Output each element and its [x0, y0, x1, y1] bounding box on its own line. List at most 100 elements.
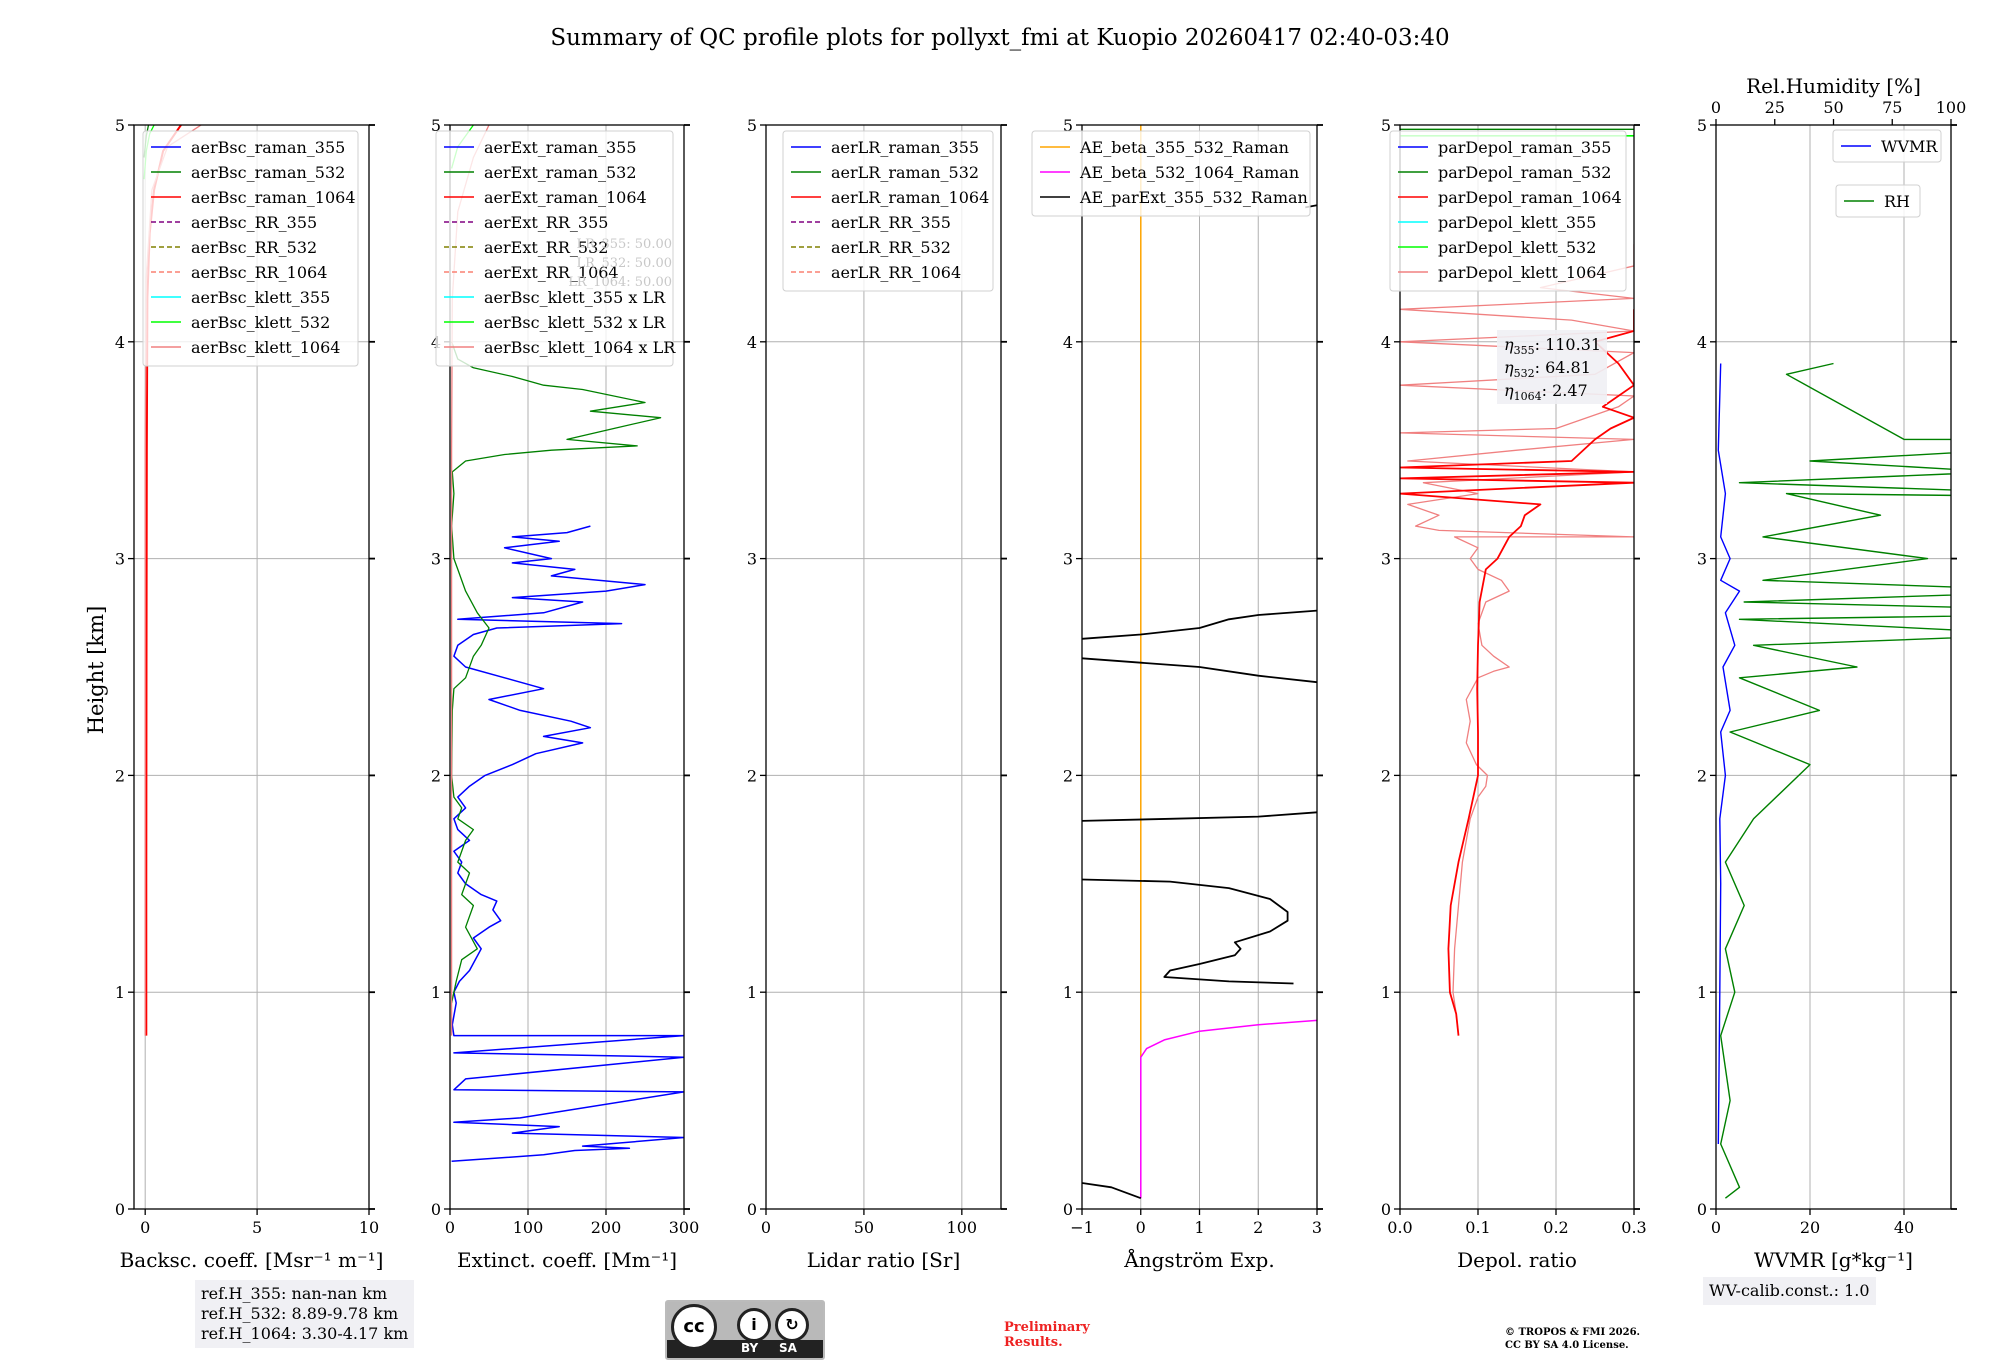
legend-label: AE_beta_355_532_Raman — [1079, 138, 1289, 157]
legend-box — [1031, 130, 1311, 217]
x-axis-label: Backsc. coeff. [Msr⁻¹ m⁻¹] — [120, 1248, 384, 1272]
y-tick-label: 2 — [1381, 766, 1391, 785]
eta-value: η532: 64.81 — [1504, 358, 1591, 380]
x-tick-label: 0 — [140, 1218, 150, 1237]
legend-label: parDepol_klett_355 — [1438, 213, 1596, 232]
legend-label: parDepol_klett_1064 — [1438, 263, 1607, 282]
legend-label: aerBsc_klett_355 — [191, 288, 330, 307]
legend-label: aerBsc_klett_532 — [191, 313, 330, 332]
y-tick-label: 0 — [1697, 1200, 1707, 1219]
cc-by-label: BY — [741, 1341, 759, 1355]
legend-label: parDepol_klett_532 — [1438, 238, 1596, 257]
legend-label: aerBsc_raman_532 — [191, 163, 345, 182]
x-axis-label: Ångström Exp. — [1123, 1247, 1274, 1272]
legend-label: aerLR_RR_355 — [831, 213, 951, 232]
legend: aerLR_raman_355 aerLR_raman_532 aerLR_rama… — [782, 130, 994, 292]
x-tick-label: 0.0 — [1387, 1218, 1412, 1237]
x-axis-label: Extinct. coeff. [Mm⁻¹] — [457, 1248, 677, 1272]
legend-label: aerLR_RR_532 — [831, 238, 951, 257]
preliminary-note: Preliminary Results. — [1004, 1320, 1090, 1350]
y-tick-label: 5 — [115, 116, 125, 135]
eta-value: η355: 110.31 — [1504, 335, 1601, 357]
x-tick-label: 0.3 — [1621, 1218, 1646, 1237]
top-x-tick-label: 100 — [1936, 98, 1967, 117]
legend: aerExt_raman_355 aerExt_raman_532 aerExt_r… — [435, 130, 676, 367]
y-tick-label: 5 — [1697, 116, 1707, 135]
y-tick-label: 3 — [1697, 550, 1707, 569]
legend-label: parDepol_raman_1064 — [1438, 188, 1622, 207]
axes-frame — [1715, 124, 1952, 1210]
legend-box — [1835, 184, 1921, 218]
panel-extinction: 0123450100200300Extinct. coeff. [Mm⁻¹]ae… — [431, 116, 699, 1272]
y-tick-label: 1 — [747, 983, 757, 1002]
axes-frame — [449, 124, 685, 1210]
legend: aerBsc_raman_355 aerBsc_raman_532 aerBsc_r… — [142, 130, 359, 367]
x-tick-label: 10 — [359, 1218, 379, 1237]
x-axis-label: Depol. ratio — [1457, 1248, 1577, 1272]
copyright-note: © TROPOS & FMI 2026. CC BY SA 4.0 Licens… — [1505, 1326, 1640, 1352]
preliminary-line-1: Preliminary — [1004, 1320, 1090, 1335]
y-tick-label: 4 — [1381, 333, 1391, 352]
x-tick-label: 100 — [947, 1218, 978, 1237]
series-line-ae-parext-355-532-raman-b — [1082, 878, 1294, 985]
series-line-ae-parext-355-532-raman-e — [1082, 609, 1317, 640]
y-tick-label: 2 — [747, 766, 757, 785]
series-group — [1082, 125, 1317, 1200]
series-line-ae-parext-355-532-raman-d — [1082, 657, 1317, 684]
legend-label: aerBsc_raman_355 — [191, 138, 345, 157]
lidar-ratio-note: LR_1064: 50.00 — [568, 275, 672, 290]
series-line-pardepol-raman-1064 — [1400, 309, 1634, 1036]
y-tick-label: 1 — [1063, 983, 1073, 1002]
series-line-pardepol-klett-1064 — [1400, 244, 1634, 1036]
y-tick-label: 1 — [1381, 983, 1391, 1002]
legend-label: aerBsc_klett_355 x LR — [484, 288, 666, 307]
legend-label: aerLR_raman_355 — [831, 138, 979, 157]
y-tick-label: 3 — [1063, 550, 1073, 569]
y-tick-label: 0 — [747, 1200, 757, 1219]
x-axis-label: Lidar ratio [Sr] — [807, 1248, 961, 1272]
series-line-aerbsc-klett-532-x-lr — [450, 341, 662, 1004]
y-tick-label: 1 — [1697, 983, 1707, 1002]
y-tick-label: 2 — [431, 766, 441, 785]
series-line-aerext-raman-355 — [451, 525, 684, 1163]
series-group — [1717, 362, 1951, 1199]
legend-label: aerBsc_klett_532 x LR — [484, 313, 666, 332]
y-tick-label: 5 — [747, 116, 757, 135]
y-tick-label: 4 — [747, 333, 757, 352]
top-x-tick-label: 25 — [1765, 98, 1785, 117]
legend-box — [435, 130, 674, 367]
x-tick-label: 0 — [445, 1218, 455, 1237]
legend-label: aerExt_RR_532 — [484, 238, 608, 257]
legend-label: aerLR_raman_1064 — [831, 188, 989, 207]
legend-label: aerBsc_RR_355 — [191, 213, 317, 232]
x-tick-label: 2 — [1253, 1218, 1263, 1237]
cc-icon: cc — [671, 1304, 717, 1350]
share-alike-icon: ↻ — [775, 1308, 809, 1342]
ref-height-355: ref.H_355: nan-nan km — [201, 1284, 388, 1303]
series-line-ae-beta-532-1064-raman — [1140, 1019, 1317, 1199]
preliminary-line-2: Results. — [1004, 1335, 1063, 1350]
legend-label: aerExt_raman_355 — [484, 138, 637, 157]
legend-box — [1389, 130, 1627, 292]
legend-label: aerLR_raman_532 — [831, 163, 979, 182]
legend-label: aerExt_raman_1064 — [484, 188, 647, 207]
y-tick-label: 0 — [431, 1200, 441, 1219]
y-tick-label: 4 — [1697, 333, 1707, 352]
attribution-icon: i — [737, 1308, 771, 1342]
legend-box — [1832, 129, 1942, 163]
y-tick-label: 0 — [1381, 1200, 1391, 1219]
legend-label: aerExt_RR_355 — [484, 213, 608, 232]
copyright-line-1: © TROPOS & FMI 2026. — [1505, 1327, 1641, 1338]
y-tick-label: 0 — [115, 1200, 125, 1219]
legend: AE_beta_355_532_Raman AE_beta_532_1064_Ra… — [1031, 130, 1311, 217]
panel-backscatter: 0 1 2 3 4 5 0 5 10 Backsc. coeff. [Msr⁻¹ m⁻¹] aerB… — [115, 116, 384, 1272]
x-tick-label: 20 — [1800, 1218, 1820, 1237]
legend-label: AE_parExt_355_532_Raman — [1079, 188, 1308, 207]
top-x-axis-label: Rel.Humidity [%] — [1746, 74, 1921, 98]
x-tick-label: 0 — [761, 1218, 771, 1237]
legend-label: parDepol_raman_532 — [1438, 163, 1611, 182]
